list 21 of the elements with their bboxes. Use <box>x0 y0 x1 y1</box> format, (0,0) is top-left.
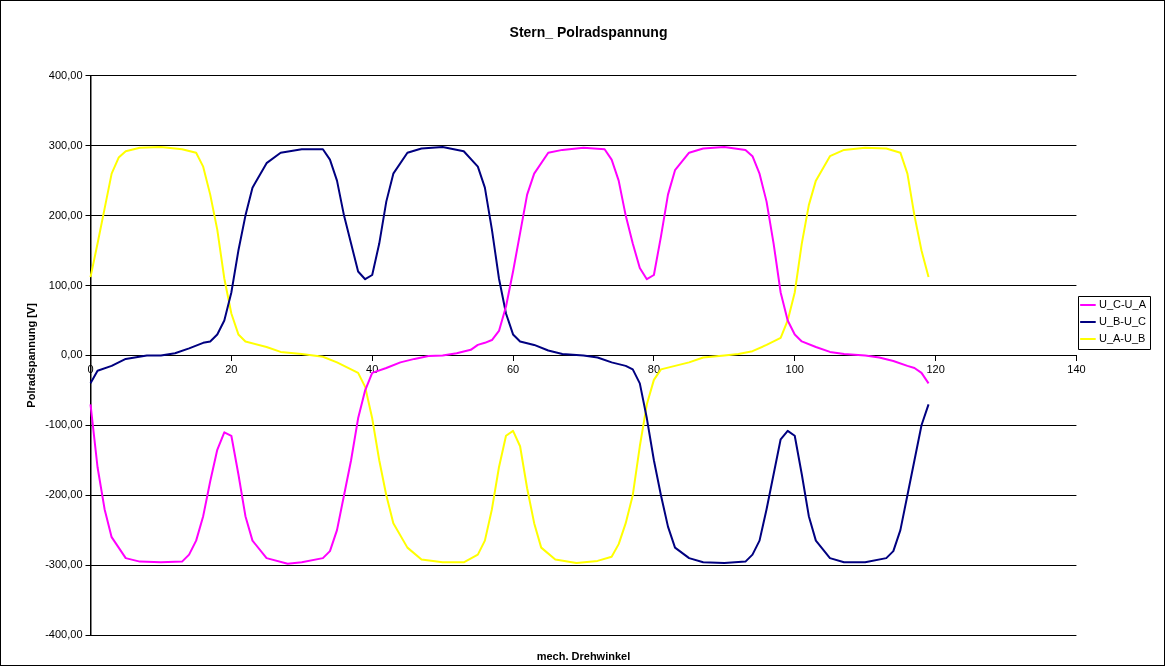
y-tick-label: 400,00 <box>48 68 83 81</box>
chart-title: Stern_ Polradspannung <box>509 24 668 41</box>
legend-label: U_A-U_B <box>1098 332 1146 345</box>
legend-label: U_C-U_A <box>1098 298 1147 311</box>
x-tick-label: 120 <box>926 363 945 376</box>
x-tick-label: 140 <box>1067 363 1086 376</box>
y-axis-title: Polradspannung [V] <box>24 302 37 408</box>
y-tick-label: 100,00 <box>48 278 83 291</box>
y-tick-label: 300,00 <box>48 138 83 151</box>
x-axis-title: mech. Drehwinkel <box>536 650 631 663</box>
y-tick-label: 200,00 <box>48 208 83 221</box>
x-tick-label: 80 <box>647 363 661 376</box>
x-tick-label: 100 <box>785 363 804 376</box>
y-tick-label: 0,00 <box>61 348 83 361</box>
y-tick-label: -100,00 <box>45 418 83 431</box>
x-tick-label: 20 <box>225 363 238 376</box>
y-tick-label: -400,00 <box>45 628 83 641</box>
legend-label: U_B-U_C <box>1098 315 1147 328</box>
y-tick-label: -200,00 <box>45 488 83 501</box>
y-tick-label: -300,00 <box>45 558 83 571</box>
x-tick-label: 60 <box>506 363 520 376</box>
